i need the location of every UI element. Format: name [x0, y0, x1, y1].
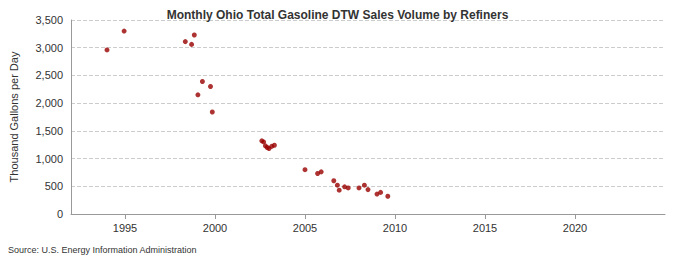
svg-text:2005: 2005 — [293, 222, 317, 234]
svg-text:2020: 2020 — [563, 222, 587, 234]
svg-text:2,000: 2,000 — [35, 97, 63, 109]
svg-text:Monthly Ohio Total Gasoline DT: Monthly Ohio Total Gasoline DTW Sales Vo… — [167, 8, 509, 22]
svg-text:0: 0 — [57, 208, 63, 220]
svg-text:2000: 2000 — [203, 222, 227, 234]
svg-text:2015: 2015 — [473, 222, 497, 234]
svg-text:3,500: 3,500 — [35, 14, 63, 26]
svg-text:2010: 2010 — [383, 222, 407, 234]
svg-text:1,000: 1,000 — [35, 153, 63, 165]
svg-text:3,000: 3,000 — [35, 42, 63, 54]
svg-text:500: 500 — [45, 180, 63, 192]
svg-text:1,500: 1,500 — [35, 125, 63, 137]
svg-text:1995: 1995 — [113, 222, 137, 234]
svg-text:Thousand Gallons per Day: Thousand Gallons per Day — [8, 51, 20, 182]
svg-text:Source: U.S. Energy Informatio: Source: U.S. Energy Information Administ… — [8, 245, 197, 255]
svg-text:2,500: 2,500 — [35, 69, 63, 81]
